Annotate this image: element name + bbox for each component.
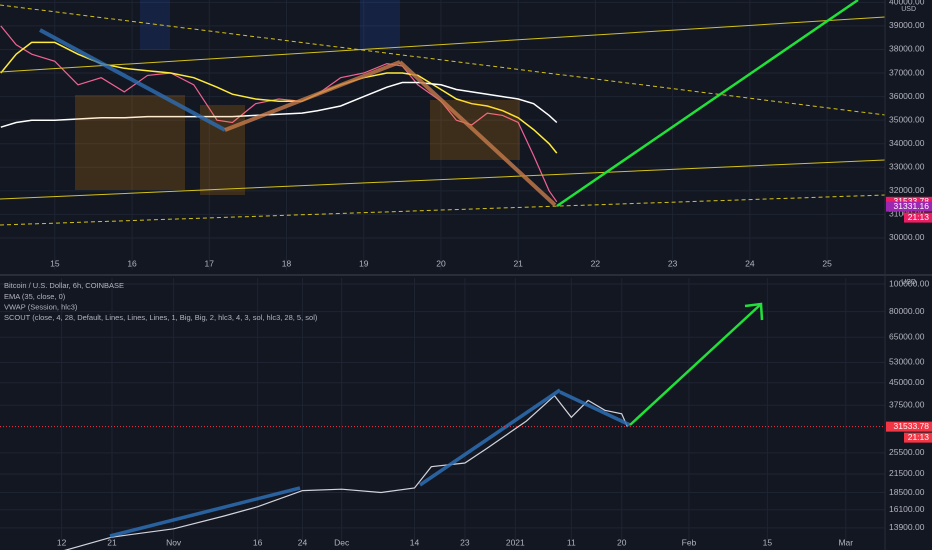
y-tick-label: 30000.00 (889, 232, 925, 242)
x-tick-label: 19 (359, 258, 369, 268)
x-tick-label: 15 (763, 537, 773, 547)
x-tick-label: 12 (57, 537, 67, 547)
price-line (0, 81, 558, 128)
projection-arrow (556, 0, 859, 208)
trendline (398, 60, 557, 207)
x-tick-label: 24 (745, 258, 755, 268)
x-tick-label: 24 (298, 537, 308, 547)
price-tag-label: 31331.16 (894, 201, 930, 211)
x-tick-label: Feb (682, 537, 697, 547)
arrow-head (744, 302, 764, 321)
y-tick-label: 100000.00 (889, 278, 929, 288)
x-tick-label: 11 (567, 537, 576, 547)
x-tick-label: Dec (334, 537, 350, 547)
x-tick-label: 23 (460, 537, 470, 547)
x-tick-label: Mar (838, 537, 853, 547)
projection-arrow (629, 304, 761, 426)
trendline (419, 388, 561, 487)
y-tick-label: 35000.00 (889, 114, 925, 124)
band (140, 0, 170, 50)
x-tick-label: 17 (205, 258, 215, 268)
x-tick-label: 22 (591, 258, 601, 268)
x-tick-label: Nov (166, 537, 182, 547)
y-tick-label: 36000.00 (889, 91, 925, 101)
y-tick-label: 39000.00 (889, 20, 925, 30)
countdown-tag (904, 432, 932, 443)
y-tick-label: 33000.00 (889, 162, 925, 172)
y-tick-label: 45000.00 (889, 377, 925, 387)
x-tick-label: 2021 (506, 537, 525, 547)
countdown-tag (904, 212, 932, 223)
currency-label: USD (901, 6, 916, 13)
trendline (559, 390, 631, 427)
y-tick-label: 80000.00 (889, 306, 925, 316)
indicator-legend: EMA (35, close, 0) (4, 292, 66, 301)
y-tick-label: 38000.00 (889, 44, 925, 54)
trendline (109, 486, 301, 538)
indicator-legend: VWAP (Session, hlc3) (4, 302, 78, 311)
legend-entry: Bitcoin / U.S. Dollar, 6h, COINBASE (4, 281, 124, 290)
trendline (0, 4, 886, 116)
x-tick-label: 21 (513, 258, 523, 268)
drawings-top (0, 0, 886, 226)
band (75, 95, 185, 190)
y-tick-label: 18500.00 (889, 487, 925, 497)
y-tick-label: 32000.00 (889, 185, 925, 195)
y-tick-label: 13900.00 (889, 522, 925, 532)
x-tick-label: 18 (282, 258, 292, 268)
y-tick-label: 53000.00 (889, 357, 925, 367)
currency-label: USD (901, 279, 916, 286)
x-tick-label: 21 (107, 537, 117, 547)
x-tick-label: 20 (436, 258, 446, 268)
price-tag-label: 31533.78 (894, 421, 930, 431)
indicator-legend: SCOUT (close, 4, 28, Default, Lines, Lin… (4, 313, 318, 322)
trendline (0, 194, 886, 226)
price-tag (886, 421, 932, 432)
x-tick-label: 15 (50, 258, 60, 268)
price-tag-label: 31533.78 (894, 196, 930, 206)
y-tick-label: 40000.00 (889, 0, 925, 7)
y-tick-label: 37500.00 (889, 399, 925, 409)
y-tick-label: 65000.00 (889, 332, 925, 342)
pane (0, 278, 885, 550)
y-tick-label: 37000.00 (889, 67, 925, 77)
y-tick-label: 25500.00 (889, 447, 925, 457)
trendline (224, 60, 401, 132)
y-tick-label: 16100.00 (889, 504, 925, 514)
x-tick-label: 25 (822, 258, 832, 268)
x-tick-label: 20 (617, 537, 627, 547)
y-tick-label: 34000.00 (889, 138, 925, 148)
x-tick-label: 16 (127, 258, 137, 268)
x-tick-label: 14 (410, 537, 420, 547)
countdown-label: 21:13 (908, 432, 930, 442)
y-tick-label: 21500.00 (889, 468, 925, 478)
trendline (0, 159, 886, 200)
x-tick-label: 23 (668, 258, 678, 268)
trendline (39, 28, 226, 132)
price-tag (886, 201, 932, 212)
band (360, 0, 400, 50)
x-tick-label: 16 (253, 537, 263, 547)
drawings-bottom (109, 302, 764, 538)
countdown-label: 21:13 (908, 212, 930, 222)
trendline (0, 16, 886, 73)
